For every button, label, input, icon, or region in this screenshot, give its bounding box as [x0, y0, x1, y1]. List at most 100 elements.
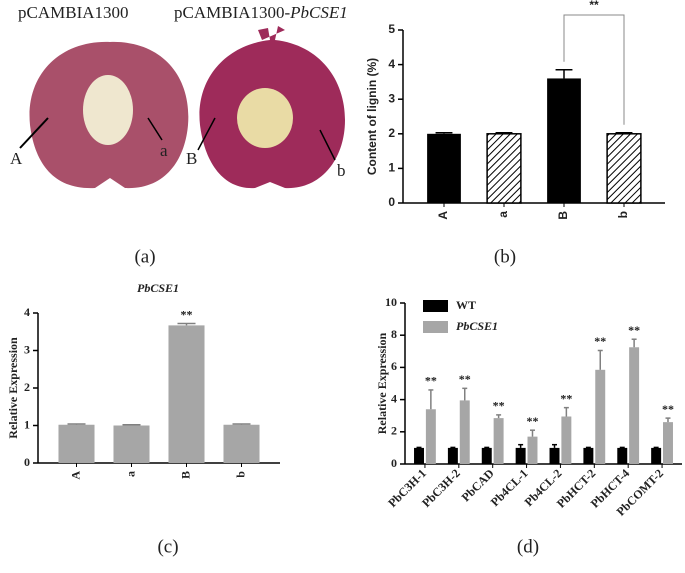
bar [583, 447, 594, 464]
error-bar [563, 406, 569, 417]
legend-swatch [423, 321, 448, 333]
y-tick-label: 0 [391, 456, 397, 470]
significance: ** [181, 307, 193, 321]
y-tick-label: 4 [388, 57, 395, 71]
bar [527, 436, 538, 464]
arrow [147, 117, 163, 141]
error-bar [597, 349, 603, 370]
bar [629, 347, 640, 464]
photo-label: B [186, 149, 197, 168]
y-tick-label: 1 [24, 417, 30, 431]
bar [58, 424, 95, 463]
significance: ** [560, 391, 572, 405]
y-tick-label: 8 [391, 327, 397, 341]
bar [427, 133, 461, 203]
error-bar [122, 424, 141, 426]
comparison-label: ** [589, 0, 599, 12]
arrow [19, 117, 49, 149]
significance: ** [594, 334, 606, 348]
bar [481, 447, 492, 464]
x-tick-label: b [616, 211, 630, 218]
arrow [197, 117, 216, 151]
legend-label: PbCSE1 [456, 319, 498, 333]
x-tick-label: B [178, 471, 192, 479]
error-bar [428, 389, 434, 410]
y-tick-label: 2 [388, 126, 395, 140]
y-axis-label: Relative Expression [6, 337, 20, 439]
error-bar [530, 429, 535, 437]
x-tick-label: A [68, 471, 82, 480]
comparison-bracket [563, 14, 625, 125]
y-tick-label: 3 [24, 342, 30, 356]
x-tick-label: b [233, 471, 247, 478]
error-bar [67, 423, 86, 425]
significance: ** [628, 323, 640, 337]
arrow [319, 129, 336, 161]
photo-panel: pCAMBIA1300 pCAMBIA1300-PbCSE1 A a B b [10, 3, 348, 189]
significance: ** [662, 402, 674, 416]
bar [549, 447, 560, 464]
bar [651, 447, 662, 464]
y-tick-label: 4 [391, 391, 397, 405]
error-bar [462, 387, 468, 401]
error-bar [615, 132, 633, 134]
y-tick-label: 4 [24, 305, 30, 319]
error-bar [495, 132, 513, 134]
bar [113, 425, 150, 463]
bar [617, 447, 628, 464]
error-bar [518, 443, 524, 448]
bar [425, 409, 436, 464]
y-axis-label: Content of lignin (%) [365, 58, 379, 175]
error-bar [177, 322, 196, 326]
y-tick-label: 0 [24, 455, 30, 469]
x-tick-label: B [556, 211, 570, 220]
error-bar [552, 443, 557, 448]
photo-label: b [337, 161, 346, 180]
error-bar [496, 414, 502, 419]
chart-title: PbCSE1 [137, 281, 179, 295]
photo-title-prefix: pCAMBIA1300- [174, 3, 291, 22]
y-tick-label: 5 [388, 22, 395, 36]
error-bar [631, 338, 637, 348]
y-tick-label: 1 [388, 161, 395, 175]
y-tick-label: 6 [391, 359, 397, 373]
y-tick-label: 2 [24, 380, 30, 394]
significance: ** [459, 372, 471, 386]
y-tick-label: 10 [385, 295, 397, 309]
y-axis-label: Relative Expression [375, 332, 389, 434]
error-bar [555, 69, 573, 79]
bar [459, 400, 470, 464]
y-tick-label: 0 [388, 195, 395, 209]
error-bar [435, 132, 453, 134]
x-tick-label: a [496, 211, 510, 218]
photo-title-gene: PbCSE1 [289, 3, 348, 22]
error-bar [665, 417, 671, 423]
bar [606, 133, 642, 204]
x-tick-label: a [123, 471, 137, 477]
photo-label: A [10, 149, 23, 168]
significance: ** [493, 399, 505, 413]
photo-label: a [160, 141, 168, 160]
bar [486, 133, 522, 204]
legend-swatch [423, 300, 448, 312]
photo-title: pCAMBIA1300 [18, 3, 129, 22]
photo-title: pCAMBIA1300-PbCSE1 [174, 3, 348, 22]
panel-label: (c) [157, 536, 178, 557]
x-tick-label: A [436, 211, 450, 220]
bar [493, 418, 504, 464]
bar [595, 369, 606, 464]
bar [414, 447, 424, 464]
panel-label: (d) [517, 536, 539, 557]
legend-label: WT [456, 298, 476, 312]
core [237, 88, 293, 148]
bar [168, 325, 205, 463]
error-bar [232, 423, 251, 425]
bar [547, 78, 581, 203]
y-tick-label: 3 [388, 91, 395, 105]
panel-label: (b) [494, 246, 516, 267]
bar [447, 447, 458, 464]
